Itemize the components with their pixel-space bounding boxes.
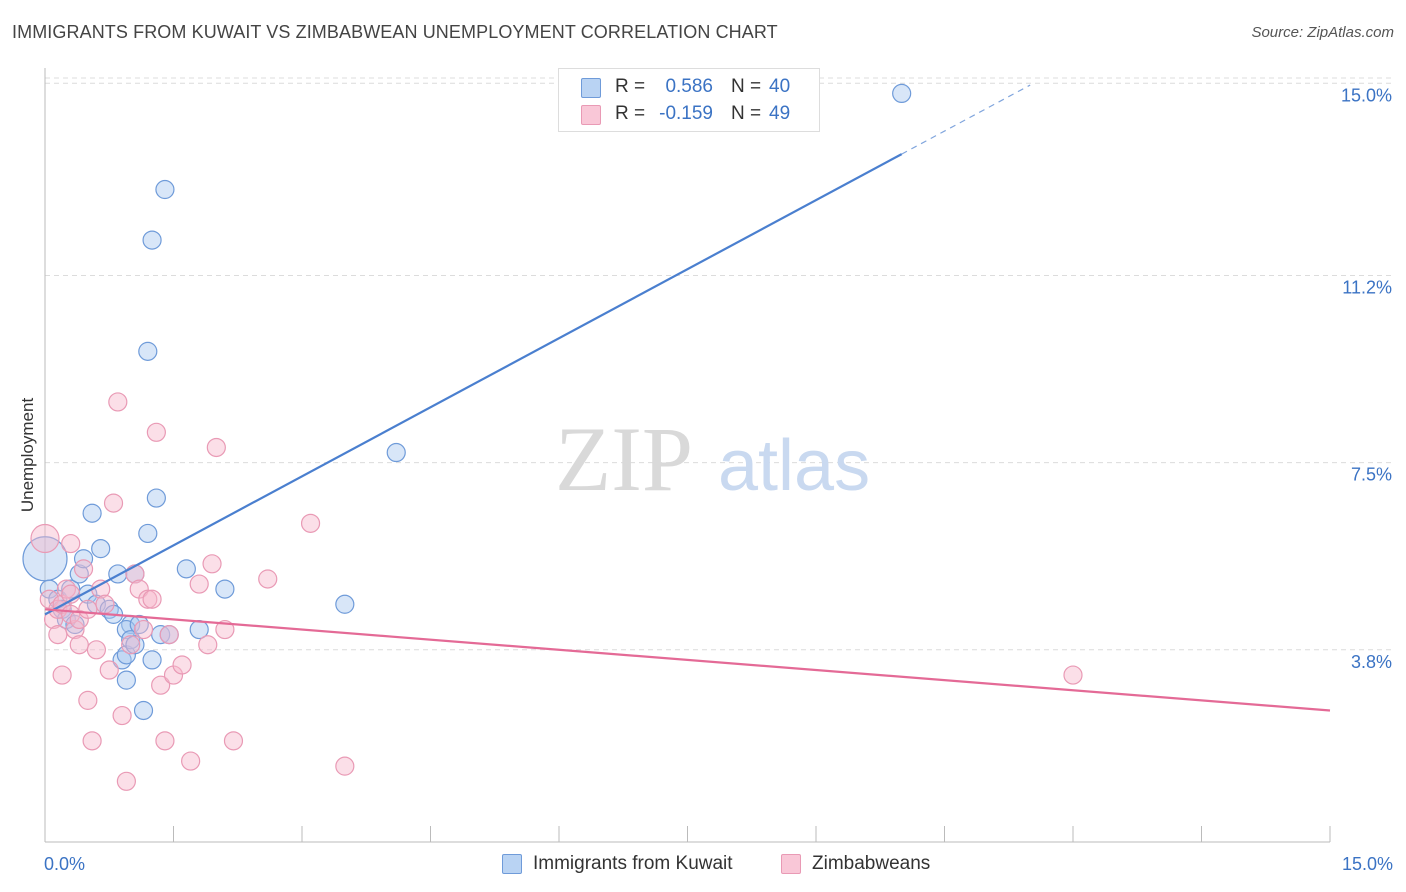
y-tick-label: 15.0% — [1341, 85, 1392, 105]
point-zimbabwe — [151, 675, 171, 695]
legend-swatch-kuwait — [502, 854, 522, 874]
point-zimbabwe — [82, 731, 102, 751]
trend-line-zimbabwe — [44, 608, 1331, 712]
point-zimbabwe — [198, 635, 218, 655]
axes — [44, 68, 1331, 843]
point-zimbabwe — [48, 625, 68, 645]
point-zimbabwe — [189, 574, 209, 594]
point-zimbabwe — [61, 533, 81, 554]
legend-label-kuwait: Immigrants from Kuwait — [533, 853, 733, 874]
point-kuwait — [133, 700, 154, 721]
data-points — [22, 83, 1083, 791]
point-zimbabwe — [202, 554, 222, 574]
stats-legend: R = 0.586 N = 40 R = -0.159 N = 49 — [558, 68, 820, 132]
n-value-zimbabwe: 49 — [769, 103, 791, 124]
point-kuwait — [142, 230, 162, 250]
point-zimbabwe — [65, 619, 85, 640]
point-zimbabwe — [116, 771, 136, 791]
point-kuwait — [142, 650, 162, 670]
point-zimbabwe — [86, 640, 107, 660]
point-zimbabwe — [112, 705, 132, 726]
point-zimbabwe — [142, 589, 162, 609]
point-zimbabwe — [215, 619, 235, 640]
point-zimbabwe — [172, 655, 192, 675]
n-value-kuwait: 40 — [769, 76, 791, 97]
point-zimbabwe — [300, 513, 321, 533]
point-kuwait — [892, 83, 912, 104]
trend-line-kuwait-extension — [901, 84, 1031, 155]
point-zimbabwe — [258, 569, 278, 589]
point-zimbabwe — [121, 635, 141, 655]
trend-line-kuwait — [44, 153, 903, 616]
r-value-zimbabwe: -0.159 — [659, 103, 713, 124]
point-zimbabwe — [146, 422, 166, 442]
point-zimbabwe — [155, 731, 175, 751]
chart-title: IMMIGRANTS FROM KUWAIT VS ZIMBABWEAN UNE… — [12, 22, 778, 42]
point-kuwait — [73, 549, 94, 569]
trend-lines — [44, 84, 1331, 712]
point-kuwait — [146, 488, 166, 508]
point-kuwait — [108, 564, 128, 584]
point-zimbabwe — [95, 594, 115, 614]
x-tick-label: 15.0% — [1342, 854, 1393, 874]
tick-labels: 3.8% 7.5% 11.2% 15.0% 0.0% 15.0% — [44, 85, 1393, 874]
point-zimbabwe — [1063, 665, 1083, 685]
r-label: R = — [615, 103, 646, 124]
point-kuwait — [176, 559, 196, 579]
point-zimbabwe — [335, 756, 355, 776]
point-zimbabwe — [69, 635, 89, 655]
point-kuwait — [386, 442, 406, 463]
legend-label-zimbabwe: Zimbabweans — [812, 853, 931, 874]
r-label: R = — [615, 76, 646, 97]
point-kuwait — [91, 539, 111, 559]
point-zimbabwe — [159, 625, 179, 645]
point-zimbabwe — [78, 599, 98, 619]
source-label: Source: ZipAtlas.com — [1251, 24, 1394, 41]
legend-row-kuwait: R = 0.586 N = 40 — [559, 74, 819, 102]
point-kuwait — [138, 523, 158, 544]
point-kuwait — [335, 594, 355, 614]
y-tick-label: 7.5% — [1351, 465, 1392, 485]
watermark-zip: ZIP — [555, 408, 693, 510]
y-tick-label: 3.8% — [1351, 652, 1392, 672]
point-zimbabwe — [73, 559, 94, 579]
n-label: N = — [731, 76, 762, 97]
point-zimbabwe — [133, 619, 154, 640]
legend-swatch-kuwait — [581, 78, 601, 98]
point-zimbabwe — [78, 690, 98, 710]
point-kuwait — [116, 619, 136, 640]
point-kuwait — [215, 579, 235, 599]
legend-swatch-zimbabwe — [581, 105, 601, 125]
point-zimbabwe — [138, 589, 158, 609]
point-kuwait — [138, 341, 158, 361]
gridlines — [45, 77, 1392, 651]
point-zimbabwe — [103, 493, 124, 513]
point-zimbabwe — [206, 437, 226, 458]
watermark-atlas: atlas — [718, 426, 870, 506]
point-zimbabwe — [52, 665, 72, 685]
point-zimbabwe — [99, 660, 119, 680]
point-kuwait — [125, 635, 145, 655]
y-tick-label: 11.2% — [1342, 277, 1392, 297]
point-kuwait — [155, 179, 175, 200]
point-kuwait — [116, 670, 136, 690]
point-kuwait — [82, 503, 102, 523]
x-tick-label: 0.0% — [44, 854, 85, 874]
point-zimbabwe — [181, 751, 201, 771]
n-label: N = — [731, 103, 762, 124]
point-zimbabwe — [30, 523, 60, 554]
legend-swatch-zimbabwe — [781, 854, 801, 874]
point-zimbabwe — [223, 731, 244, 751]
point-zimbabwe — [108, 392, 128, 412]
r-value-kuwait: 0.586 — [665, 76, 713, 97]
legend-row-zimbabwe: R = -0.159 N = 49 — [559, 101, 819, 129]
watermark: ZIP atlas — [555, 408, 870, 510]
